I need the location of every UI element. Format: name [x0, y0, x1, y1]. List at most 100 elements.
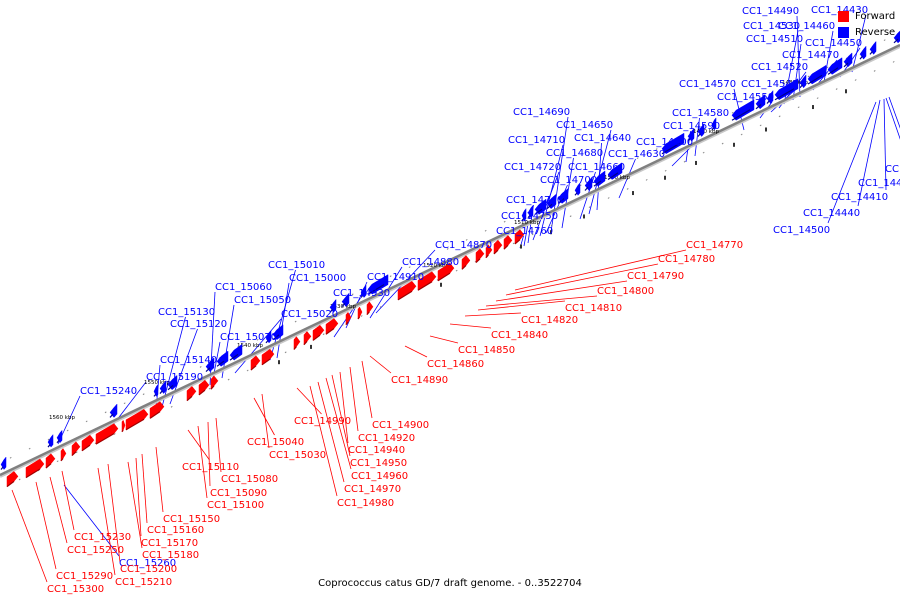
forward-gene-arrow: [293, 336, 301, 351]
axis-block-tick: [695, 160, 697, 165]
reverse-gene-label: CC1_14660: [568, 162, 625, 173]
forward-gene-label: CC1_15110: [182, 462, 239, 473]
forward-gene-arrow: [149, 401, 165, 419]
axis-dash: [341, 324, 344, 326]
forward-gene-label: CC1_14920: [358, 433, 415, 444]
gene-arrow-shade: [584, 186, 589, 191]
reverse-gene-arrow: [47, 433, 54, 448]
reverse-gene-arrow: [584, 176, 593, 191]
reverse-gene-label: CC1_14870: [435, 240, 492, 251]
reverse-gene-label: CC1_14650: [556, 120, 613, 131]
axis-dash: [104, 411, 107, 414]
forward-gene-label: CC1_15290: [56, 571, 113, 582]
forward-gene-arrow: [125, 408, 149, 431]
forward-gene-arrow: [325, 318, 339, 335]
forward-gene-arrow: [357, 306, 363, 320]
gene-arrow-shade: [534, 208, 543, 215]
reverse-gene-label: CC1_14530: [743, 21, 800, 32]
reverse-gene-arrow: [534, 198, 547, 215]
reverse-gene-connector: [827, 101, 877, 224]
axis-dash: [9, 456, 12, 459]
axis-dash: [389, 275, 392, 278]
gene-arrow-shade: [360, 294, 364, 298]
forward-gene-label: CC1_14890: [391, 375, 448, 386]
axis-dash: [199, 366, 202, 368]
gene-arrow-shade: [514, 239, 521, 245]
reverse-gene-label: CC1_15070: [220, 332, 277, 343]
axis-block-tick: [520, 244, 522, 249]
gene-arrow-shade: [125, 418, 145, 431]
gene-arrow-shade: [799, 84, 803, 89]
reverse-gene-label: CC1_14410: [831, 192, 888, 203]
gene-labels: CC1_14390CC1_14400CC1_14410CC1_14430CC1_…: [47, 5, 900, 595]
reverse-gene-connector: [618, 158, 636, 199]
gene-arrow-shade: [893, 38, 899, 44]
axis-dash: [636, 157, 639, 160]
axis-dash: [47, 438, 50, 441]
gene-arrow-shade: [461, 265, 467, 270]
axis-dash: [607, 197, 610, 199]
gene-arrow-shade: [859, 55, 863, 60]
reverse-gene-arrow: [521, 208, 527, 222]
reverse-gene-label: CC1_14500: [773, 225, 830, 236]
forward-gene-arrow: [303, 331, 312, 346]
axis-dash: [740, 133, 743, 136]
gene-arrow-shade: [60, 458, 64, 462]
legend-reverse-swatch: [838, 26, 849, 38]
reverse-gene-label: CC1_14710: [508, 135, 565, 146]
forward-gene-label: CC1_14770: [686, 240, 743, 251]
gene-arrow-shade: [661, 142, 681, 155]
forward-gene-connector: [331, 374, 351, 457]
figure-caption: Coprococcus catus GD/7 draft genome. - 0…: [318, 578, 582, 589]
reverse-gene-label: CC1_15240: [80, 386, 137, 397]
reverse-gene-connector: [276, 282, 290, 359]
axis-dash: [142, 393, 145, 396]
forward-gene-arrow: [45, 453, 56, 469]
gene-arrow-shade: [216, 360, 225, 367]
forward-gene-connector: [349, 366, 359, 432]
reverse-gene-arrow: [893, 30, 900, 44]
gene-arrow-shade: [697, 133, 701, 137]
forward-gene-label: CC1_14860: [427, 359, 484, 370]
reverse-gene-label: CC1_14740: [506, 195, 563, 206]
axis-dash: [455, 269, 458, 272]
reverse-gene-arrow: [229, 343, 243, 361]
reverse-gene-label: CC1_14700: [540, 175, 597, 186]
gene-arrow-shade: [250, 365, 257, 371]
gene-arrow-shade: [149, 411, 161, 419]
reverse-gene-arrow: [661, 132, 685, 155]
axis-dash: [759, 124, 762, 127]
reverse-gene-label: CC1_14690: [513, 107, 570, 118]
forward-gene-label: CC1_15030: [269, 450, 326, 461]
axis-dash: [503, 220, 506, 223]
gene-arrow-shade: [827, 67, 839, 75]
axis-dash: [351, 293, 354, 296]
forward-gene-label: CC1_14820: [521, 315, 578, 326]
forward-gene-connector: [505, 263, 659, 296]
axis-block-tick: [440, 282, 442, 287]
legend-forward-swatch: [838, 10, 849, 22]
reverse-gene-arrow: [360, 284, 367, 298]
forward-gene-connector: [197, 425, 208, 499]
forward-gene-label: CC1_14840: [491, 330, 548, 341]
forward-gene-connector: [155, 446, 164, 513]
forward-gene-label: CC1_15170: [141, 538, 198, 549]
forward-gene-arrow: [60, 448, 67, 462]
forward-gene-connector: [127, 461, 143, 549]
legend-forward-label: Forward: [855, 10, 896, 22]
genome-axis: [0, 43, 900, 478]
gene-arrow-shade: [367, 284, 385, 295]
gene-arrow-shade: [95, 433, 115, 445]
forward-gene-arrow: [6, 471, 19, 488]
gene-arrow-shade: [521, 218, 525, 221]
axis-block-tick: [550, 230, 552, 235]
axis-block-tick: [664, 175, 666, 180]
reverse-gene-label: CC1_15120: [170, 319, 227, 330]
reverse-gene-label: CC1_14550: [717, 92, 774, 103]
reverse-gene-label: CC1_15000: [289, 273, 346, 284]
axis-dash: [313, 311, 316, 314]
forward-gene-arrow: [345, 311, 352, 326]
forward-gene-connector: [107, 463, 121, 563]
forward-gene-connector: [187, 429, 210, 461]
axis-dash: [835, 88, 838, 90]
